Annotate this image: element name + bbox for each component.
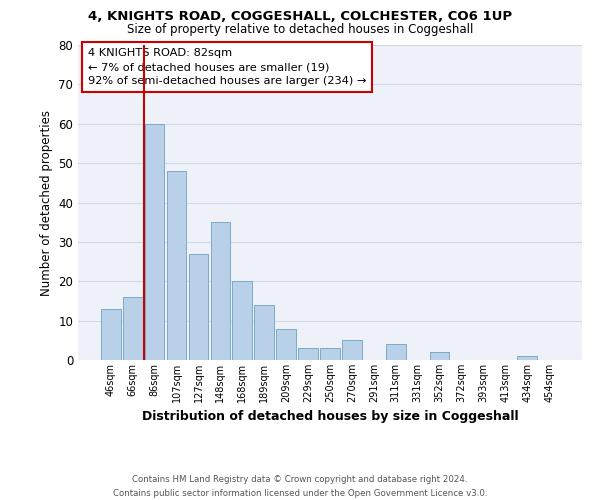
Bar: [298, 348, 318, 360]
Bar: [188, 254, 208, 360]
Y-axis label: Number of detached properties: Number of detached properties: [40, 110, 53, 296]
Bar: [320, 348, 340, 360]
Bar: [123, 297, 143, 360]
Bar: [167, 171, 187, 360]
Text: Size of property relative to detached houses in Coggeshall: Size of property relative to detached ho…: [127, 22, 473, 36]
Text: 4, KNIGHTS ROAD, COGGESHALL, COLCHESTER, CO6 1UP: 4, KNIGHTS ROAD, COGGESHALL, COLCHESTER,…: [88, 10, 512, 23]
Bar: [101, 309, 121, 360]
Bar: [276, 328, 296, 360]
Bar: [342, 340, 362, 360]
Bar: [211, 222, 230, 360]
Bar: [517, 356, 537, 360]
X-axis label: Distribution of detached houses by size in Coggeshall: Distribution of detached houses by size …: [142, 410, 518, 424]
Bar: [386, 344, 406, 360]
Bar: [232, 281, 252, 360]
Text: Contains HM Land Registry data © Crown copyright and database right 2024.
Contai: Contains HM Land Registry data © Crown c…: [113, 476, 487, 498]
Bar: [254, 305, 274, 360]
Bar: [145, 124, 164, 360]
Bar: [430, 352, 449, 360]
Text: 4 KNIGHTS ROAD: 82sqm
← 7% of detached houses are smaller (19)
92% of semi-detac: 4 KNIGHTS ROAD: 82sqm ← 7% of detached h…: [88, 48, 367, 86]
